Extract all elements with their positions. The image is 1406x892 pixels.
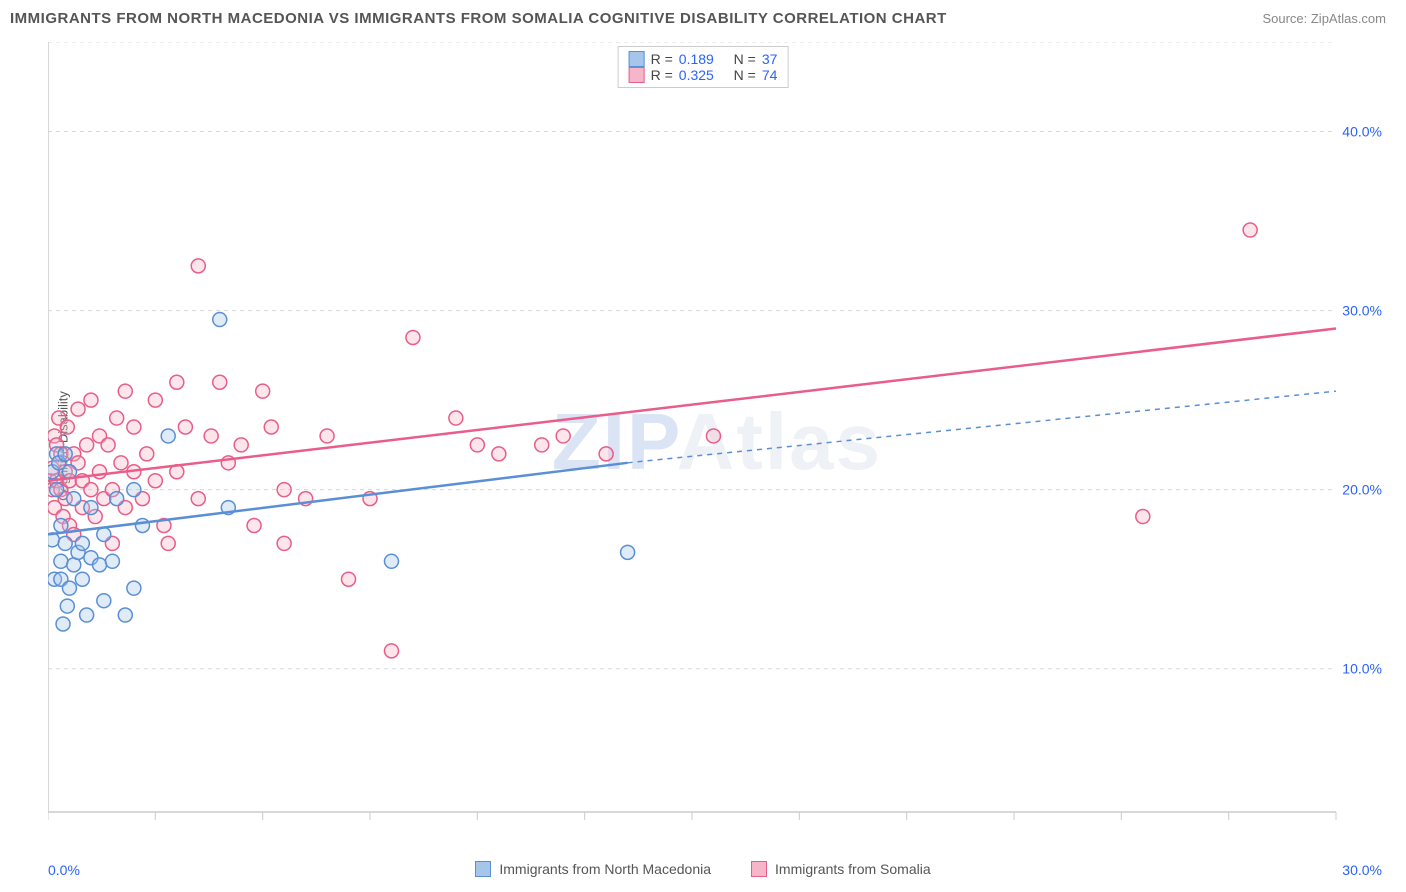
legend-swatch [751,861,767,877]
svg-text:40.0%: 40.0% [1342,124,1382,140]
bottom-legend: Immigrants from North Macedonia Immigrant… [0,861,1406,880]
legend-swatch [629,51,645,67]
svg-text:30.0%: 30.0% [1342,303,1382,319]
info-row: R = 0.189 N = 37 [629,51,778,67]
scatter-svg: 10.0% 20.0% 30.0% 40.0% [48,42,1386,842]
legend-item: Immigrants from Somalia [751,861,931,877]
legend-item: Immigrants from North Macedonia [475,861,711,877]
correlation-info-box: R = 0.189 N = 37 R = 0.325 N = 74 [618,46,789,88]
source-label: Source: ZipAtlas.com [1262,11,1386,26]
info-row: R = 0.325 N = 74 [629,67,778,83]
svg-text:20.0%: 20.0% [1342,482,1382,498]
legend-swatch [475,861,491,877]
legend-swatch [629,67,645,83]
svg-text:10.0%: 10.0% [1342,661,1382,677]
chart-title: IMMIGRANTS FROM NORTH MACEDONIA VS IMMIG… [10,10,947,27]
chart-plot-area: ZIPAtlas 10.0%20.0%30.0%40.0% [48,42,1386,842]
